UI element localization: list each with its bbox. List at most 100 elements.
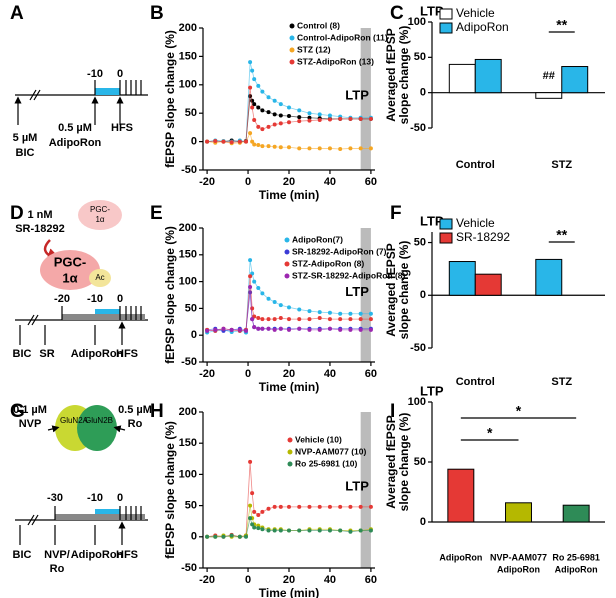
data-point bbox=[338, 327, 343, 332]
data-point bbox=[307, 327, 312, 332]
data-point bbox=[297, 317, 302, 322]
data-point bbox=[278, 528, 283, 533]
data-point bbox=[278, 121, 283, 126]
data-point bbox=[244, 534, 248, 539]
y-axis-label: Averaged fEPSP bbox=[384, 415, 398, 509]
y-tick-label: 150 bbox=[179, 50, 197, 62]
bar bbox=[474, 273, 502, 296]
data-point bbox=[229, 533, 234, 538]
legend-marker bbox=[284, 273, 290, 279]
annotation: LTP bbox=[345, 478, 369, 493]
x-tick-label: NVP-AAM077 bbox=[490, 552, 547, 562]
legend-marker bbox=[284, 237, 290, 243]
legend-marker bbox=[284, 261, 290, 267]
data-point bbox=[260, 326, 265, 331]
y-axis-label: slope change (%) bbox=[397, 241, 411, 340]
diagram-a: -10 0 5 µM BIC 0.5 µM AdipoRon HFS bbox=[13, 68, 148, 159]
data-point bbox=[266, 326, 271, 331]
annotation: * bbox=[487, 425, 493, 441]
data-point bbox=[348, 146, 353, 151]
data-point bbox=[348, 317, 353, 322]
ltp-band bbox=[360, 412, 371, 568]
gray-bar bbox=[55, 514, 145, 520]
data-point bbox=[297, 326, 302, 331]
data-point bbox=[307, 317, 312, 322]
data-point bbox=[256, 83, 261, 88]
break bbox=[29, 89, 41, 101]
label: AdipoRon bbox=[49, 137, 102, 149]
data-point bbox=[244, 139, 248, 144]
y-tick-label: 50 bbox=[185, 107, 197, 119]
data-point bbox=[260, 291, 265, 296]
data-point bbox=[256, 316, 261, 321]
data-point bbox=[272, 112, 277, 117]
data-point bbox=[256, 526, 261, 531]
panel-label: H bbox=[150, 401, 164, 422]
x-tick-label: 40 bbox=[324, 368, 336, 380]
legend-label: Ro 25-6981 (10) bbox=[295, 458, 358, 468]
y-tick-label: 50 bbox=[414, 456, 426, 468]
panel-label: B bbox=[150, 3, 164, 24]
data-point bbox=[338, 317, 343, 322]
data-point bbox=[307, 118, 312, 123]
bar bbox=[448, 63, 476, 94]
legend-marker bbox=[287, 461, 293, 467]
x-tick-label: AdipoRon bbox=[497, 564, 540, 574]
y-tick-label: -50 bbox=[181, 562, 197, 574]
data-point bbox=[327, 146, 332, 151]
legend-swatch bbox=[439, 8, 453, 20]
y-tick-label: 100 bbox=[408, 16, 426, 28]
data-point bbox=[307, 309, 312, 314]
legend-label: SR-18292-AdipoRon (7) bbox=[292, 246, 387, 256]
series-line bbox=[207, 461, 371, 538]
diagram-d: 1 nM SR-18292 PGC- 1α PGC- 1α Ac -20 -10… bbox=[13, 200, 148, 360]
label: Ro bbox=[128, 418, 143, 430]
legend-label: NVP-AAM077 (10) bbox=[295, 446, 366, 456]
y-tick-label: 100 bbox=[179, 276, 197, 288]
time-label: -10 bbox=[87, 293, 103, 305]
data-point bbox=[307, 111, 312, 116]
y-axis-label: fEPSP slope change (%) bbox=[163, 226, 177, 364]
y-tick-label: 100 bbox=[179, 468, 197, 480]
legend-marker bbox=[287, 449, 293, 455]
annotation: * bbox=[516, 403, 522, 419]
gray-bar bbox=[62, 314, 145, 320]
y-tick-label: 50 bbox=[185, 302, 197, 314]
data-point bbox=[260, 144, 265, 149]
y-tick-label: -50 bbox=[410, 342, 426, 354]
x-tick-label: 60 bbox=[365, 368, 377, 380]
data-point bbox=[287, 145, 291, 150]
label: NVP/ bbox=[44, 549, 70, 561]
annotation: LTP bbox=[345, 88, 369, 103]
data-point bbox=[307, 115, 312, 120]
data-point bbox=[278, 102, 283, 107]
data-point bbox=[327, 310, 332, 315]
y-tick-label: 50 bbox=[185, 500, 197, 512]
bar bbox=[561, 66, 589, 94]
arrow bbox=[47, 425, 60, 433]
panel-label: A bbox=[10, 3, 24, 24]
data-point bbox=[287, 105, 291, 110]
data-point bbox=[297, 504, 302, 509]
y-tick-label: -50 bbox=[181, 164, 197, 176]
data-point bbox=[287, 305, 291, 310]
bar bbox=[447, 468, 475, 523]
data-point bbox=[338, 311, 343, 316]
data-point bbox=[260, 127, 265, 132]
label: HFS bbox=[116, 549, 138, 561]
data-point bbox=[348, 116, 353, 121]
data-point bbox=[287, 120, 291, 125]
ac bbox=[89, 269, 111, 287]
legend-label: STZ-SR-18292-AdipoRon (8) bbox=[292, 270, 406, 280]
y-tick-label: -50 bbox=[181, 356, 197, 368]
drug-bar bbox=[95, 509, 120, 514]
data-point bbox=[317, 316, 322, 321]
label: HFS bbox=[111, 122, 133, 134]
y-tick-label: 50 bbox=[414, 51, 426, 63]
data-point bbox=[221, 534, 226, 539]
time-label: -10 bbox=[87, 68, 103, 80]
x-tick-label: 20 bbox=[283, 176, 295, 188]
x-tick-label: 0 bbox=[245, 176, 251, 188]
data-point bbox=[252, 325, 257, 330]
data-point bbox=[278, 113, 283, 118]
